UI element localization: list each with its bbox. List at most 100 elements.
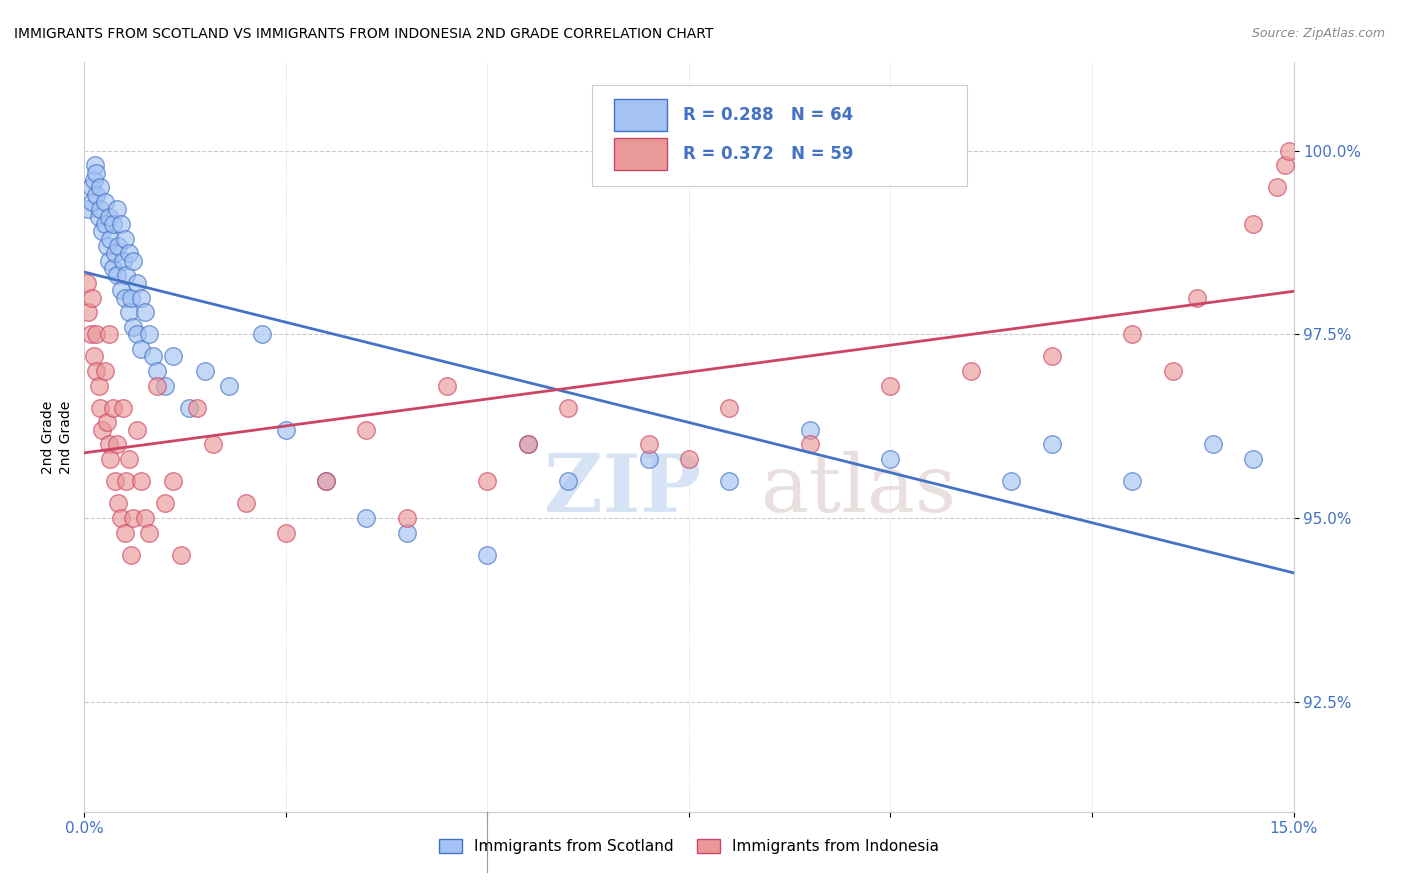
Point xyxy=(142,349,165,363)
Point xyxy=(76,276,98,290)
FancyBboxPatch shape xyxy=(614,138,668,169)
Point xyxy=(146,364,169,378)
Point xyxy=(98,452,121,467)
Point xyxy=(89,401,111,415)
Point xyxy=(82,194,104,209)
Point xyxy=(1241,452,1264,467)
Point xyxy=(83,158,105,172)
Point xyxy=(274,525,297,540)
Point xyxy=(162,474,184,488)
Point xyxy=(179,401,201,415)
Point xyxy=(86,187,108,202)
Point xyxy=(477,548,499,562)
Point xyxy=(107,239,129,253)
Point xyxy=(395,511,418,525)
Point xyxy=(77,202,100,217)
Point xyxy=(1161,364,1184,378)
FancyBboxPatch shape xyxy=(614,99,668,130)
Point xyxy=(718,474,741,488)
Point xyxy=(93,217,115,231)
Point xyxy=(799,423,821,437)
Point xyxy=(87,378,110,392)
Point xyxy=(1121,474,1143,488)
Point xyxy=(218,378,240,392)
Point xyxy=(718,401,741,415)
Point xyxy=(97,327,120,342)
Point xyxy=(129,342,152,356)
Point xyxy=(86,364,108,378)
Point xyxy=(110,283,132,297)
Point xyxy=(101,217,124,231)
Point xyxy=(105,268,128,283)
Point xyxy=(89,202,111,217)
Point xyxy=(97,253,120,268)
Point xyxy=(637,452,659,467)
Point xyxy=(114,291,136,305)
Point xyxy=(129,291,152,305)
Point xyxy=(114,232,136,246)
Point xyxy=(1121,327,1143,342)
Point xyxy=(138,327,160,342)
Point xyxy=(104,474,127,488)
Point xyxy=(557,474,579,488)
Point xyxy=(80,180,103,194)
Point xyxy=(146,378,169,392)
Point xyxy=(115,474,138,488)
Point xyxy=(110,511,132,525)
Point xyxy=(118,305,141,319)
Point xyxy=(114,525,136,540)
Point xyxy=(235,496,257,510)
Point xyxy=(118,246,141,260)
Point xyxy=(121,511,143,525)
Point xyxy=(799,437,821,451)
Point xyxy=(101,401,124,415)
Point xyxy=(153,496,176,510)
Point xyxy=(477,474,499,488)
Point xyxy=(134,305,156,319)
Point xyxy=(120,548,142,562)
Point xyxy=(557,401,579,415)
Point xyxy=(89,180,111,194)
Point xyxy=(125,276,148,290)
Point xyxy=(516,437,538,451)
Point xyxy=(395,525,418,540)
Point xyxy=(91,423,114,437)
Text: atlas: atlas xyxy=(762,450,956,529)
Point xyxy=(98,232,121,246)
Point xyxy=(80,327,103,342)
Point xyxy=(83,173,105,187)
Point xyxy=(138,525,160,540)
Point xyxy=(125,327,148,342)
Point xyxy=(83,349,105,363)
Point xyxy=(315,474,337,488)
Point xyxy=(112,253,135,268)
Point xyxy=(86,166,108,180)
Point xyxy=(134,511,156,525)
Point xyxy=(93,194,115,209)
Point xyxy=(153,378,176,392)
Text: IMMIGRANTS FROM SCOTLAND VS IMMIGRANTS FROM INDONESIA 2ND GRADE CORRELATION CHAR: IMMIGRANTS FROM SCOTLAND VS IMMIGRANTS F… xyxy=(14,27,713,41)
Point xyxy=(186,401,208,415)
Point xyxy=(110,217,132,231)
Point xyxy=(125,423,148,437)
Point xyxy=(1241,217,1264,231)
Point xyxy=(202,437,225,451)
Point xyxy=(960,364,983,378)
Point xyxy=(1040,349,1063,363)
Point xyxy=(93,364,115,378)
Point xyxy=(129,474,152,488)
Point xyxy=(120,291,142,305)
Point xyxy=(1040,437,1063,451)
Point xyxy=(879,378,901,392)
Point xyxy=(356,423,378,437)
Point xyxy=(194,364,217,378)
Legend: Immigrants from Scotland, Immigrants from Indonesia: Immigrants from Scotland, Immigrants fro… xyxy=(433,833,945,860)
Point xyxy=(1278,144,1301,158)
Point xyxy=(105,202,128,217)
Point xyxy=(97,437,120,451)
Text: 2nd Grade: 2nd Grade xyxy=(41,401,55,474)
Point xyxy=(637,437,659,451)
Text: ZIP: ZIP xyxy=(544,450,700,529)
Point xyxy=(1267,180,1289,194)
Point xyxy=(104,246,127,260)
